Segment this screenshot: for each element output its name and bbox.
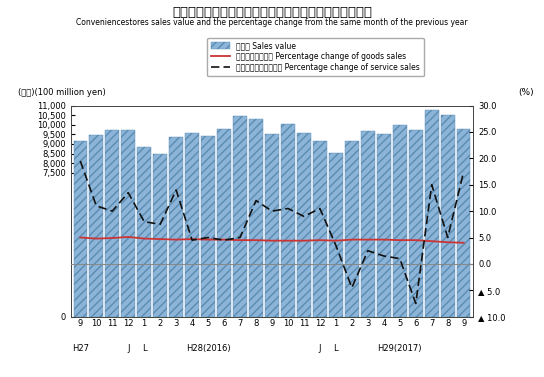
Bar	[249, 119, 263, 317]
Text: J: J	[319, 345, 321, 354]
Text: H28(2016): H28(2016)	[186, 345, 231, 354]
Bar	[217, 129, 231, 317]
Bar	[361, 131, 375, 317]
Bar	[201, 136, 215, 317]
Bar	[425, 110, 438, 317]
Bar	[265, 134, 279, 317]
Bar	[73, 141, 87, 317]
Legend: 販売額 Sales value, 商品販売額増減率 Percentage change of goods sales, サービス売上高増減率 Percentag: 販売額 Sales value, 商品販売額増減率 Percentage cha…	[207, 38, 424, 76]
Bar	[106, 130, 119, 317]
Bar	[121, 130, 135, 317]
Bar	[169, 136, 183, 317]
Text: H27: H27	[72, 345, 89, 354]
Bar	[329, 153, 343, 317]
Text: L: L	[142, 345, 146, 354]
Text: H29(2017): H29(2017)	[378, 345, 422, 354]
Bar	[90, 135, 103, 317]
Bar	[313, 141, 327, 317]
Text: コンビニエンスストア販売額・前年同月比増減率の推移: コンビニエンスストア販売額・前年同月比増減率の推移	[172, 6, 372, 18]
Bar	[457, 129, 471, 317]
Bar	[186, 133, 199, 317]
Text: J: J	[127, 345, 129, 354]
Bar	[393, 125, 406, 317]
Bar	[281, 124, 295, 317]
Bar	[153, 154, 167, 317]
Text: L: L	[333, 345, 338, 354]
Bar	[297, 133, 311, 317]
Bar	[409, 130, 423, 317]
Text: (億円)(100 million yen): (億円)(100 million yen)	[18, 88, 106, 97]
Bar	[233, 116, 247, 317]
Bar	[345, 141, 358, 317]
Text: Conveniencestores sales value and the percentage change from the same month of t: Conveniencestores sales value and the pe…	[76, 18, 468, 27]
Bar	[441, 115, 454, 317]
Bar	[377, 134, 391, 317]
Text: (%): (%)	[518, 88, 534, 97]
Bar	[138, 147, 151, 317]
